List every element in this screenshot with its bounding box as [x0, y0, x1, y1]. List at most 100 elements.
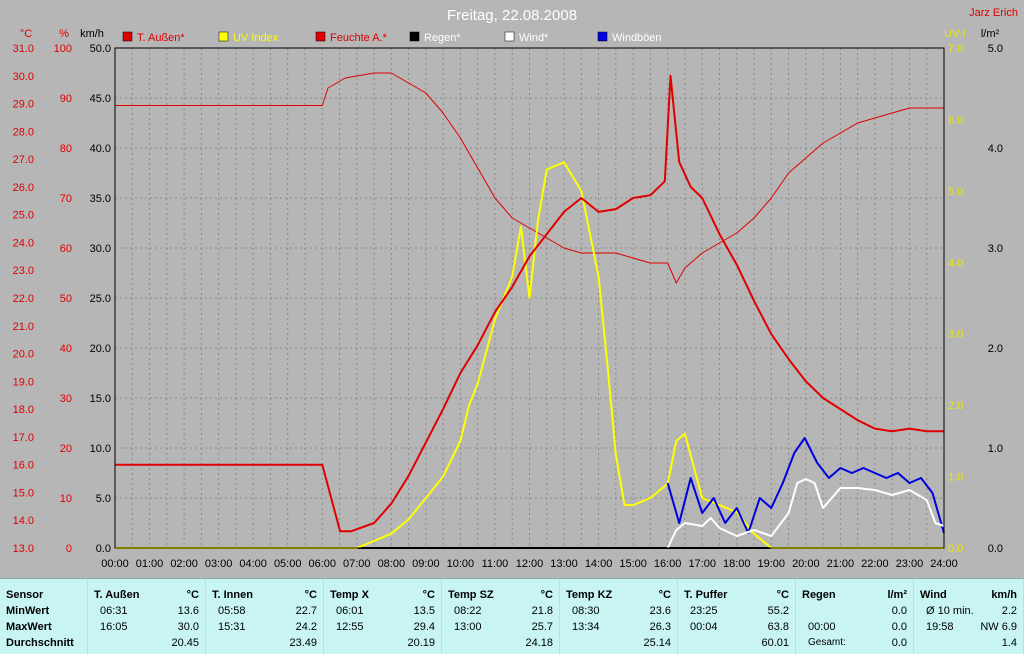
legend-swatch: [122, 31, 133, 42]
time-tick-label: 16:00: [654, 558, 682, 570]
time-tick-label: 06:00: [308, 558, 336, 570]
stats-column: Regen l/m² 0.0 00:00 0.0 Gesamt: 0.0: [796, 579, 914, 654]
stats-row-label: Sensor: [6, 589, 44, 601]
wind-tick-label: 40.0: [90, 143, 111, 155]
time-tick-label: 14:00: [585, 558, 613, 570]
uv-unit-label: UV-I: [944, 28, 965, 40]
temp-tick-label: 17.0: [13, 432, 34, 444]
wind-tick-label: 20.0: [90, 343, 111, 355]
stats-cell-label: 15:31: [218, 621, 246, 633]
wind-tick-label: 0.0: [96, 543, 111, 555]
temp-tick-label: 29.0: [13, 99, 34, 111]
legend-label: Windböen: [612, 32, 662, 44]
humidity-tick-label: 80: [60, 143, 72, 155]
time-tick-label: 09:00: [412, 558, 440, 570]
rain-tick-label: 0.0: [988, 543, 1003, 555]
temp-tick-label: 19.0: [13, 376, 34, 388]
stats-cell-value: 13.6: [177, 605, 199, 617]
legend-entry: Wind*: [504, 31, 549, 44]
time-tick-label: 20:00: [792, 558, 820, 570]
stats-label-column: Sensor MinWert MaxWert Durchschnitt: [0, 579, 88, 654]
stats-row-label: Durchschnitt: [6, 637, 74, 649]
stats-cell-value: 24.18: [525, 637, 553, 649]
humidity-tick-label: 30: [60, 393, 72, 405]
legend: T. Außen* UV Index Feuchte A.* Regen* Wind* W…: [122, 31, 662, 44]
temp-tick-label: 13.0: [13, 543, 34, 555]
chart-title: Freitag, 22.08.2008: [447, 7, 577, 24]
stats-column: Temp X °C 06:01 13.5 12:55 29.4 20.19: [324, 579, 442, 654]
humidity-tick-label: 20: [60, 443, 72, 455]
stats-cell-value: 0.0: [891, 605, 907, 617]
stats-cell-value: 24.2: [295, 621, 317, 633]
humidity-tick-label: 0: [66, 543, 72, 555]
weather-chart: Freitag, 22.08.2008 Jarz Erich °C % km/h…: [12, 7, 1018, 570]
stats-cell-value: 20.19: [407, 637, 435, 649]
temp-tick-label: 25.0: [13, 210, 34, 222]
stats-cell-value: 0.0: [891, 621, 907, 633]
humidity-tick-label: 50: [60, 293, 72, 305]
stats-column-header: Wind: [920, 589, 947, 601]
humidity-tick-label: 10: [60, 493, 72, 505]
series-line: [666, 478, 945, 549]
stats-column-header: Temp SZ: [448, 589, 494, 601]
rain-unit-label: l/m²: [981, 28, 1000, 40]
stats-column-unit: °C: [658, 589, 671, 601]
stats-cell-label: 06:01: [336, 605, 364, 617]
time-tick-label: 13:00: [550, 558, 578, 570]
temp-tick-label: 24.0: [13, 237, 34, 249]
uv-tick-label: 3.0: [948, 329, 963, 341]
temp-tick-label: 26.0: [13, 182, 34, 194]
stats-cell-value: 55.2: [767, 605, 789, 617]
series-line: [666, 437, 945, 534]
wind-tick-label: 15.0: [90, 393, 111, 405]
stats-column-header: T. Außen: [94, 589, 140, 601]
time-tick-label: 24:00: [930, 558, 958, 570]
stats-cell-label: 13:34: [572, 621, 600, 633]
stats-column: Wind km/h Ø 10 min. 2.2 19:58 NW 6.9 1.4: [914, 579, 1024, 654]
stats-cell-label: Gesamt:: [808, 637, 846, 648]
legend-entry: Windböen: [597, 31, 662, 44]
stats-cell-label: 23:25: [690, 605, 718, 617]
temp-tick-label: 16.0: [13, 460, 34, 472]
stats-cell-value: 22.7: [295, 605, 317, 617]
uv-tick-label: 1.0: [948, 472, 963, 484]
wind-tick-label: 35.0: [90, 193, 111, 205]
uv-tick-label: 5.0: [948, 186, 963, 198]
stats-column: T. Puffer °C 23:25 55.2 00:04 63.8 60.01: [678, 579, 796, 654]
rain-tick-label: 2.0: [988, 343, 1003, 355]
time-tick-label: 01:00: [136, 558, 164, 570]
legend-entry: Feuchte A.*: [315, 31, 388, 44]
humidity-tick-label: 60: [60, 243, 72, 255]
legend-swatch: [409, 31, 420, 42]
temp-tick-label: 22.0: [13, 293, 34, 305]
stats-column-unit: °C: [422, 589, 435, 601]
time-tick-label: 00:00: [101, 558, 129, 570]
temp-tick-label: 28.0: [13, 126, 34, 138]
stats-row-label: MaxWert: [6, 621, 52, 633]
stats-cell-value: 30.0: [177, 621, 199, 633]
uv-tick-label: 0.0: [948, 543, 963, 555]
stats-cell-value: 25.14: [643, 637, 671, 649]
temp-tick-label: 30.0: [13, 71, 34, 83]
temp-tick-label: 18.0: [13, 404, 34, 416]
stats-cell-value: 26.3: [649, 621, 671, 633]
stats-cell-value: 0.0: [891, 637, 907, 649]
legend-entry: T. Außen*: [122, 31, 185, 44]
temp-tick-label: 27.0: [13, 154, 34, 166]
axis-tick-labels: 31.0 30.0 29.0 28.0 27.0 26.0 25.0 24.0 23.0 22.0…: [13, 43, 1003, 570]
stats-cell-value: NW 6.9: [980, 621, 1017, 633]
stats-column-unit: °C: [186, 589, 199, 601]
stats-column-header: Temp KZ: [566, 589, 613, 601]
legend-entry: UV Index: [218, 31, 279, 44]
time-tick-label: 11:00: [482, 558, 509, 570]
legend-swatch: [504, 31, 515, 42]
plot-frame: [114, 47, 945, 549]
legend-entry: Regen*: [409, 31, 461, 44]
wind-tick-label: 10.0: [90, 443, 111, 455]
time-tick-label: 10:00: [447, 558, 475, 570]
time-tick-label: 18:00: [723, 558, 751, 570]
stats-cell-value: 23.49: [289, 637, 317, 649]
stats-cell-label: 16:05: [100, 621, 128, 633]
stats-column-header: Temp X: [330, 589, 369, 601]
legend-swatch: [315, 31, 326, 42]
